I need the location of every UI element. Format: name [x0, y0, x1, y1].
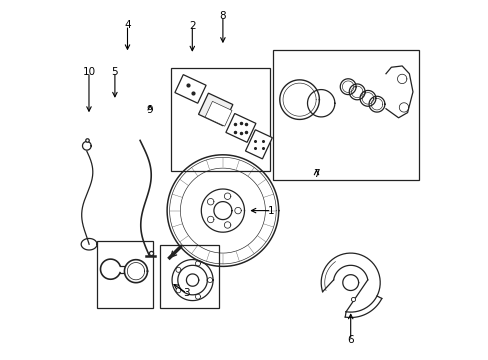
- Polygon shape: [175, 75, 205, 103]
- Polygon shape: [198, 93, 232, 126]
- Bar: [97, 241, 152, 308]
- Polygon shape: [225, 113, 255, 142]
- Text: 5: 5: [111, 67, 118, 77]
- Polygon shape: [205, 102, 231, 126]
- Text: 7: 7: [312, 168, 319, 179]
- Text: 9: 9: [146, 105, 153, 115]
- Bar: [160, 245, 219, 308]
- Text: 10: 10: [82, 67, 95, 77]
- Bar: [272, 50, 419, 180]
- Text: 3: 3: [183, 288, 190, 298]
- Text: 6: 6: [346, 335, 353, 345]
- Text: 2: 2: [188, 21, 195, 31]
- Bar: [170, 68, 269, 171]
- Text: 8: 8: [219, 11, 226, 21]
- Text: 4: 4: [124, 20, 131, 30]
- Text: 1: 1: [267, 206, 274, 216]
- Polygon shape: [245, 130, 272, 159]
